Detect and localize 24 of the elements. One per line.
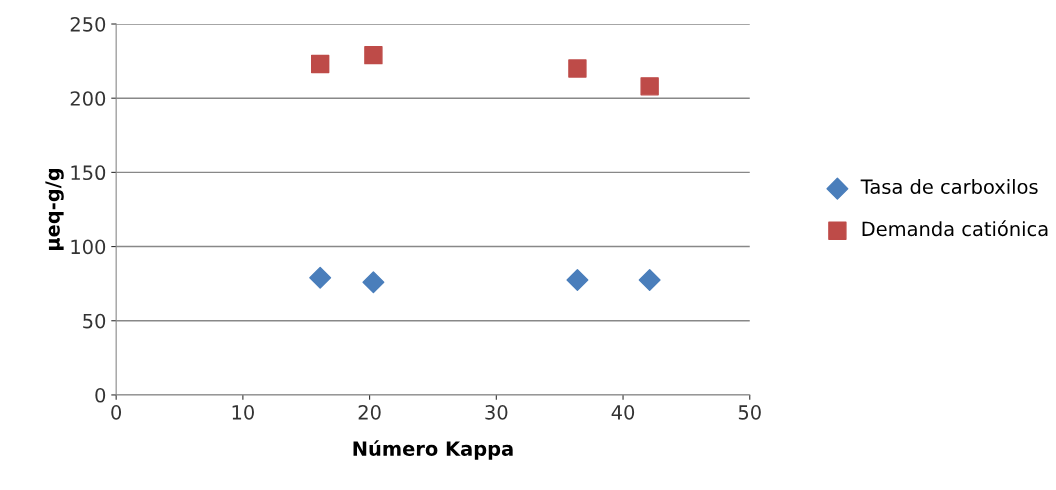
point (640, 77, 659, 96)
point (638, 268, 661, 291)
y-axis-title: µeq-g/g (45, 168, 64, 251)
point (566, 268, 589, 291)
y-tick-label: 50 (83, 313, 106, 329)
point (364, 45, 383, 65)
y-tick-label: 0 (95, 387, 106, 403)
y-tick-label: 200 (70, 91, 106, 106)
x-tick-label: 40 (611, 405, 635, 420)
point (310, 54, 330, 74)
x-tick-label: 50 (738, 405, 761, 420)
legend-label: Tasa de carboxilos (860, 178, 1038, 195)
x-tick-label: 0 (111, 405, 122, 420)
x-axis-title: Número Kappa (353, 440, 513, 460)
x-tick-label: 20 (358, 405, 381, 420)
y-tick-label: 150 (71, 165, 106, 181)
x-tick-label: 10 (232, 405, 254, 420)
point (362, 271, 385, 294)
y-tick-label: 100 (71, 239, 106, 255)
point (568, 59, 587, 78)
y-tick-label: 250 (70, 16, 106, 32)
legend-label: Demanda catiónica (862, 220, 1048, 237)
x-tick-label: 30 (485, 405, 508, 420)
point (309, 266, 332, 289)
